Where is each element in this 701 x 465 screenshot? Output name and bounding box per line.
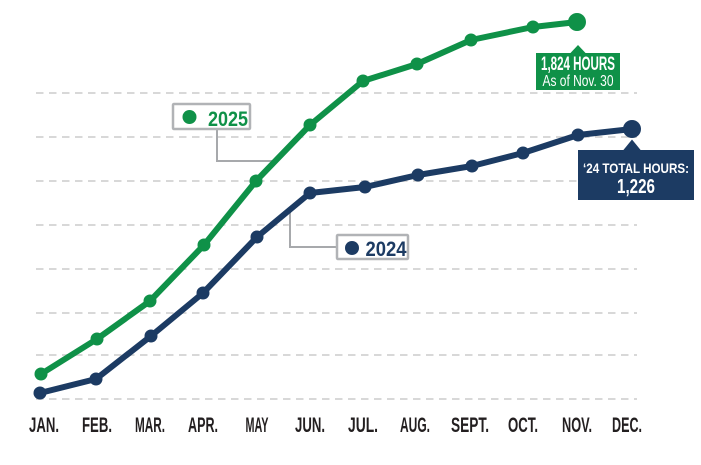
data-point-2025-FEB. [90,332,104,346]
data-point-2024-JAN. [33,386,47,400]
data-point-2024-FEB. [89,372,103,386]
x-label-sept: SEPT. [451,414,489,437]
x-label-jan: JAN. [29,414,59,437]
callout-2024-value: 1,226 [617,176,655,198]
callout-2024-hours: ‘24 TOTAL HOURS: 1,226 [578,139,694,200]
data-point-2025-OCT. [526,20,540,34]
data-point-2025-NOV. [568,13,586,31]
data-point-2025-MAR. [143,294,157,308]
x-label-nov: NOV. [562,414,592,437]
data-point-2024-OCT. [516,146,530,160]
data-point-2024-MAR. [144,329,158,343]
legend-2024: 2024 [335,233,410,261]
gridlines [36,92,637,400]
x-label-may: MAY [246,414,269,437]
legend-2024-label: 2024 [366,238,407,261]
callout-2024-box [578,150,694,200]
callout-2025-value: 1,824 HOURS [541,54,615,75]
data-point-2025-JAN. [34,367,48,381]
legend-2024-connector [289,210,337,248]
legend-2025-label: 2025 [208,108,248,131]
x-label-mar: MAR. [135,414,165,437]
data-point-2024-JUN. [303,186,317,200]
legend-2025-dot-icon [182,110,197,124]
callout-2024-title: ‘24 TOTAL HOURS: [583,160,689,176]
x-label-aug: AUG. [400,414,430,437]
data-point-2024-MAY [250,230,264,244]
series-2024 [33,120,641,400]
data-point-2025-AUG. [410,57,424,71]
data-point-2024-NOV. [571,128,585,142]
callout-2025-asof: As of Nov. 30 [543,73,614,90]
series-2025 [34,13,586,381]
data-point-2024-AUG. [411,168,425,182]
callout-2025-box [536,53,620,90]
x-label-oct: OCT. [508,414,538,437]
data-point-2025-SEPT. [464,33,478,47]
data-point-2024-JUL. [358,180,372,194]
x-label-jul: JUL. [348,414,378,437]
callout-2024-pointer-icon [623,139,641,151]
data-point-2025-JUL. [356,74,370,88]
x-label-dec: DEC. [612,414,642,437]
x-label-feb: FEB. [82,414,112,437]
x-axis-labels: JAN. FEB. MAR. APR. MAY JUN. JUL. AUG. SEPT. OCT.… [29,414,642,437]
data-point-2025-MAY [249,174,263,188]
callout-2025-pointer-icon [570,45,586,54]
data-point-2024-APR. [196,286,210,300]
data-point-2024-DEC. [623,120,641,138]
legend-connectors [216,129,337,248]
legend-2024-dot-icon [345,241,359,255]
series-line-2024 [37,126,635,396]
legend-2025: 2025 [171,102,252,131]
callout-2025-hours: 1,824 HOURS As of Nov. 30 [536,45,620,90]
x-label-jun: JUN. [295,414,325,437]
data-point-2025-JUN. [303,118,317,132]
x-label-apr: APR. [188,414,218,437]
legend-2025-connector [216,129,272,162]
data-point-2024-SEPT. [465,159,479,173]
series-lines [33,13,641,400]
data-point-2025-APR. [197,238,211,252]
